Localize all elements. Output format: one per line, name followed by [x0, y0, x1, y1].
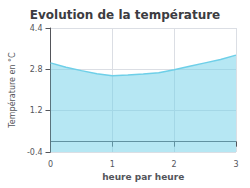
svg-text:3: 3 [233, 160, 238, 169]
svg-text:0: 0 [48, 160, 53, 169]
svg-text:1: 1 [110, 160, 115, 169]
svg-text:2: 2 [172, 160, 177, 169]
svg-text:1.2: 1.2 [30, 106, 43, 115]
svg-text:2.8: 2.8 [30, 65, 43, 74]
svg-text:heure par heure: heure par heure [102, 172, 184, 182]
svg-text:Evolution de la température: Evolution de la température [30, 8, 221, 22]
svg-text:Température en °C: Température en °C [7, 52, 17, 129]
svg-text:-0.4: -0.4 [27, 148, 43, 157]
svg-text:4.4: 4.4 [30, 24, 43, 33]
